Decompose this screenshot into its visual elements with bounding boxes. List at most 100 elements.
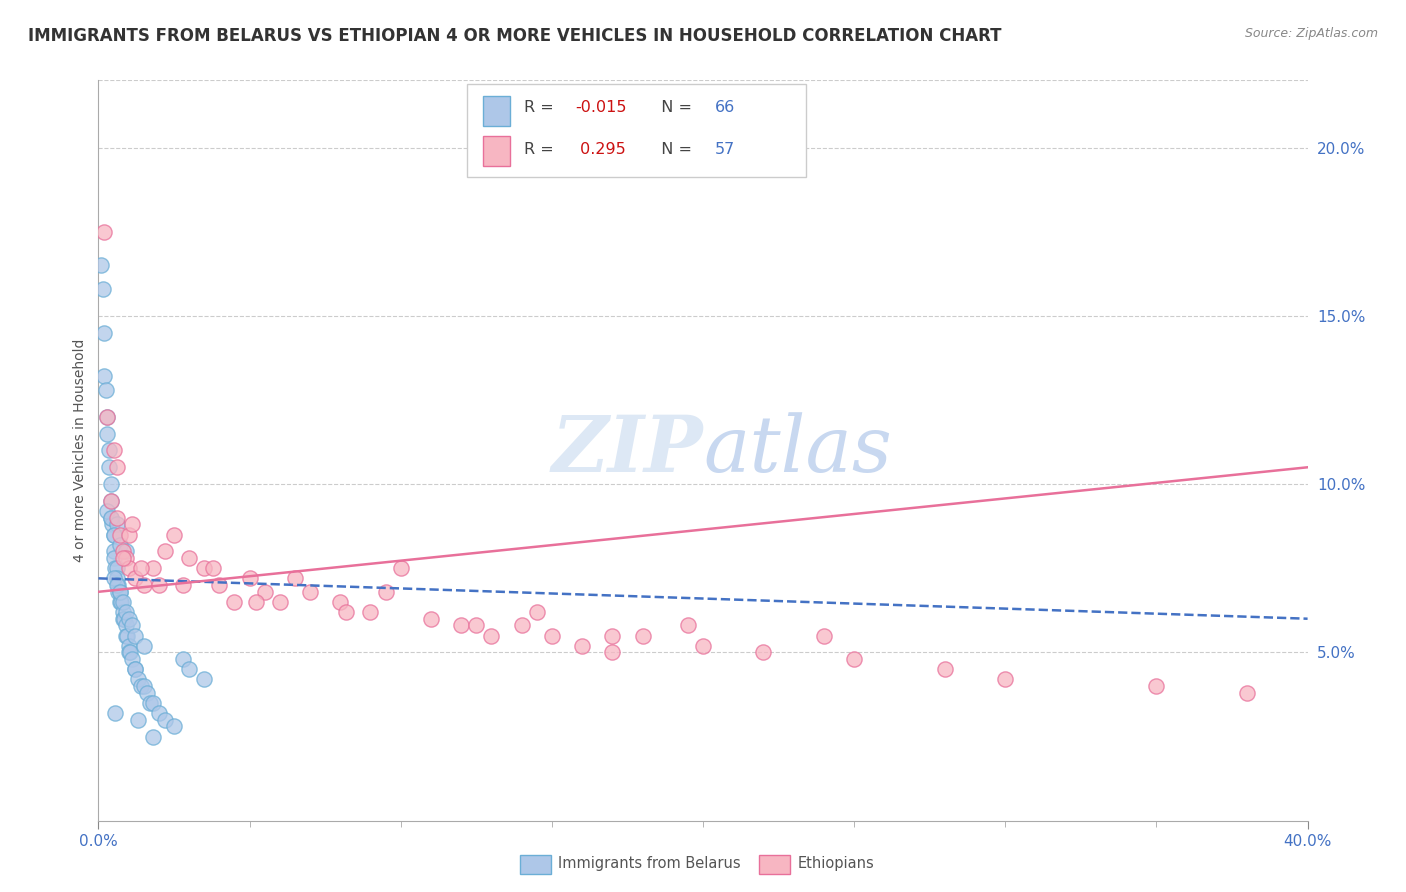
- Point: [135, 686, 157, 700]
- Point: [107, 578, 129, 592]
- Point: [124, 628, 146, 642]
- Point: [103, 527, 125, 541]
- Point: [105, 460, 128, 475]
- Point: [253, 584, 276, 599]
- Point: [202, 561, 225, 575]
- Point: [108, 584, 131, 599]
- Text: 66: 66: [716, 100, 735, 115]
- Point: [329, 595, 352, 609]
- Point: [1236, 686, 1258, 700]
- Point: [752, 645, 775, 659]
- Point: [114, 551, 136, 566]
- Point: [676, 618, 699, 632]
- Point: [93, 326, 115, 340]
- Point: [111, 605, 134, 619]
- Point: [114, 605, 136, 619]
- Point: [360, 605, 382, 619]
- Point: [389, 561, 412, 575]
- Text: 57: 57: [716, 143, 735, 157]
- Point: [571, 639, 593, 653]
- Point: [120, 645, 142, 659]
- Point: [103, 551, 125, 566]
- Point: [104, 561, 127, 575]
- Point: [124, 571, 146, 585]
- Point: [118, 527, 141, 541]
- Point: [631, 628, 654, 642]
- Point: [163, 719, 186, 733]
- Text: Ethiopians: Ethiopians: [797, 856, 875, 871]
- Point: [118, 612, 141, 626]
- Point: [193, 561, 215, 575]
- Point: [105, 561, 128, 575]
- Point: [450, 618, 472, 632]
- Point: [100, 494, 122, 508]
- Point: [111, 544, 134, 558]
- Point: [179, 551, 201, 566]
- Point: [602, 628, 624, 642]
- Point: [110, 595, 132, 609]
- Point: [121, 618, 143, 632]
- Point: [98, 443, 121, 458]
- Point: [224, 595, 246, 609]
- Point: [105, 571, 128, 585]
- Text: 0.295: 0.295: [575, 143, 626, 157]
- Point: [127, 713, 149, 727]
- Point: [100, 477, 122, 491]
- Point: [934, 662, 956, 676]
- Point: [108, 527, 131, 541]
- Point: [284, 571, 307, 585]
- Text: N =: N =: [651, 100, 697, 115]
- Point: [108, 584, 131, 599]
- Point: [100, 510, 122, 524]
- Point: [114, 618, 136, 632]
- FancyBboxPatch shape: [467, 84, 806, 177]
- Text: R =: R =: [524, 100, 560, 115]
- Text: atlas: atlas: [703, 412, 891, 489]
- Text: Immigrants from Belarus: Immigrants from Belarus: [558, 856, 741, 871]
- Point: [153, 713, 176, 727]
- Point: [269, 595, 291, 609]
- Point: [111, 551, 134, 566]
- Point: [108, 538, 131, 552]
- Point: [172, 652, 194, 666]
- Point: [91, 282, 114, 296]
- Point: [100, 510, 122, 524]
- Point: [163, 527, 186, 541]
- Point: [112, 612, 135, 626]
- Point: [129, 679, 152, 693]
- Point: [374, 584, 396, 599]
- Point: [602, 645, 624, 659]
- Text: -0.015: -0.015: [575, 100, 626, 115]
- Point: [114, 544, 136, 558]
- Point: [299, 584, 322, 599]
- Point: [124, 662, 146, 676]
- Point: [129, 561, 152, 575]
- Point: [153, 544, 176, 558]
- Point: [245, 595, 267, 609]
- FancyBboxPatch shape: [482, 136, 509, 166]
- Point: [510, 618, 533, 632]
- Point: [101, 517, 124, 532]
- Point: [481, 628, 503, 642]
- Point: [132, 578, 155, 592]
- Point: [107, 584, 129, 599]
- Point: [103, 443, 125, 458]
- Point: [139, 696, 162, 710]
- FancyBboxPatch shape: [482, 96, 509, 126]
- Point: [124, 662, 146, 676]
- Point: [96, 409, 118, 424]
- Point: [96, 409, 118, 424]
- Point: [114, 628, 136, 642]
- Point: [179, 662, 201, 676]
- Point: [93, 225, 115, 239]
- Point: [172, 578, 194, 592]
- Point: [100, 494, 122, 508]
- Point: [844, 652, 866, 666]
- Point: [105, 578, 128, 592]
- Point: [335, 605, 357, 619]
- Point: [142, 561, 165, 575]
- Point: [465, 618, 488, 632]
- Point: [108, 595, 131, 609]
- Point: [104, 706, 127, 720]
- Text: IMMIGRANTS FROM BELARUS VS ETHIOPIAN 4 OR MORE VEHICLES IN HOUSEHOLD CORRELATION: IMMIGRANTS FROM BELARUS VS ETHIOPIAN 4 O…: [28, 27, 1001, 45]
